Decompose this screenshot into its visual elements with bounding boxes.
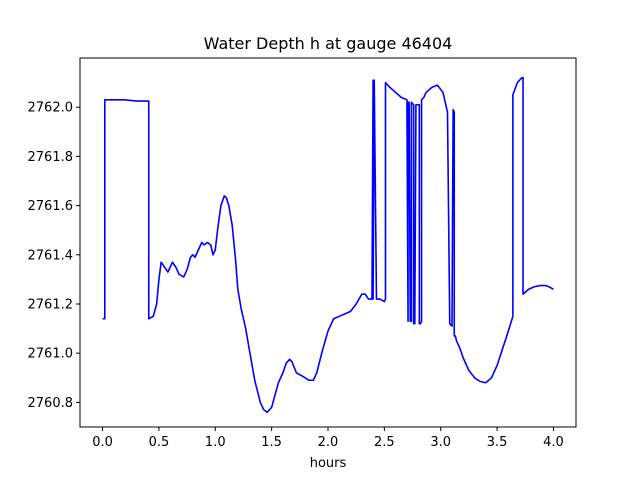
x-tick-label: 3.5	[487, 435, 508, 450]
x-tick-label: 0.5	[149, 435, 170, 450]
x-tick-label: 4.0	[543, 435, 564, 450]
y-tick-label: 2761.6	[28, 199, 74, 214]
y-tick-label: 2761.8	[28, 150, 74, 165]
x-axis-label: hours	[310, 456, 347, 471]
chart-title: Water Depth h at gauge 46404	[204, 34, 453, 53]
y-tick-label: 2760.8	[28, 396, 74, 411]
x-tick-label: 1.0	[205, 435, 226, 450]
x-tick-label: 2.5	[374, 435, 395, 450]
x-tick-label: 1.5	[261, 435, 282, 450]
y-tick-label: 2761.4	[28, 248, 74, 263]
y-tick-label: 2761.0	[28, 347, 74, 362]
x-tick-label: 0.0	[92, 435, 113, 450]
y-tick-label: 2762.0	[28, 101, 74, 116]
y-axis: 2760.8 2761.0 2761.2 2761.4 2761.6 2761.8 2762…	[28, 101, 80, 411]
x-tick-label: 2.0	[318, 435, 339, 450]
y-tick-label: 2761.2	[28, 298, 74, 313]
x-axis: 0.0 0.5 1.0 1.5 2.0 2.5 3.0 3.5 4.0	[92, 427, 564, 450]
series-line	[102, 76, 554, 414]
x-tick-label: 3.0	[430, 435, 451, 450]
